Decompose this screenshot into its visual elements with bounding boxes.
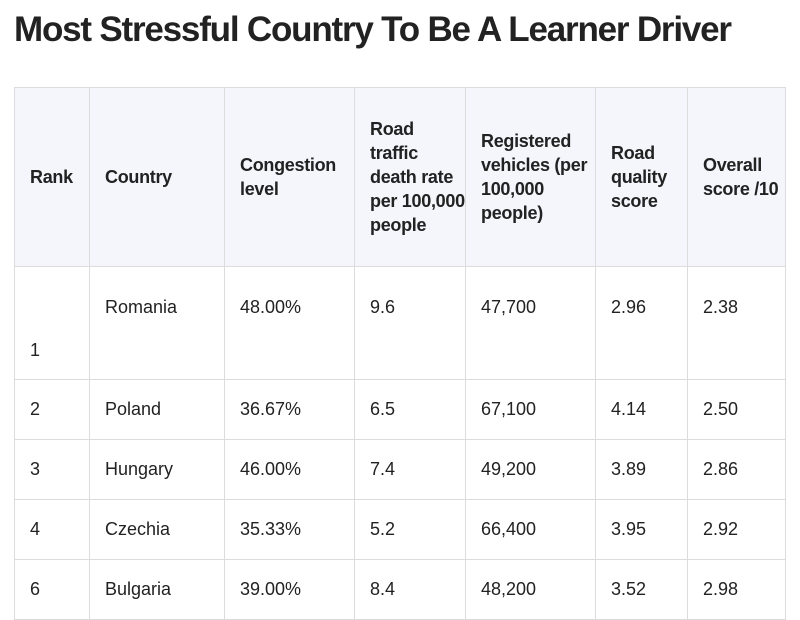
overall-cell: 2.38 xyxy=(687,266,786,380)
table-row: 2 Poland 36.67% 6.5 67,100 4.14 2.50 xyxy=(14,379,786,440)
death-rate-cell: 9.6 xyxy=(354,266,466,380)
header-vehicles: Registered vehicles (per 100,000 people) xyxy=(465,87,596,267)
vehicles-cell: 47,700 xyxy=(465,266,596,380)
death-rate-cell: 6.5 xyxy=(354,379,466,440)
table-header-row: Rank Country Congestion level Road traff… xyxy=(14,87,786,267)
header-country: Country xyxy=(89,87,225,267)
country-cell: Romania xyxy=(89,266,225,380)
death-rate-cell: 8.4 xyxy=(354,559,466,620)
header-rank: Rank xyxy=(14,87,90,267)
header-death-rate: Road traffic death rate per 100,000 peop… xyxy=(354,87,466,267)
header-death-rate-label: Road traffic death rate per 100,000 peop… xyxy=(370,119,465,235)
table-row: 6 Bulgaria 39.00% 8.4 48,200 3.52 2.98 xyxy=(14,559,786,620)
header-country-label: Country xyxy=(105,167,172,187)
vehicles-cell: 48,200 xyxy=(465,559,596,620)
rank-cell: 4 xyxy=(14,499,90,560)
header-rank-label: Rank xyxy=(30,167,73,187)
vehicles-cell: 49,200 xyxy=(465,439,596,500)
page-title: Most Stressful Country To Be A Learner D… xyxy=(14,10,732,49)
rank-cell: 2 xyxy=(14,379,90,440)
table-row: 4 Czechia 35.33% 5.2 66,400 3.95 2.92 xyxy=(14,499,786,560)
country-cell: Bulgaria xyxy=(89,559,225,620)
rank-cell: 3 xyxy=(14,439,90,500)
vehicles-cell: 66,400 xyxy=(465,499,596,560)
rank-cell: 6 xyxy=(14,559,90,620)
overall-cell: 2.92 xyxy=(687,499,786,560)
overall-cell: 2.98 xyxy=(687,559,786,620)
vehicles-cell: 67,100 xyxy=(465,379,596,440)
table-row: 3 Hungary 46.00% 7.4 49,200 3.89 2.86 xyxy=(14,439,786,500)
country-cell: Czechia xyxy=(89,499,225,560)
rank-cell: 1 xyxy=(14,266,90,380)
table-row: 1 Romania 48.00% 9.6 47,700 2.96 2.38 xyxy=(14,266,786,380)
congestion-cell: 48.00% xyxy=(224,266,355,380)
overall-cell: 2.50 xyxy=(687,379,786,440)
congestion-cell: 35.33% xyxy=(224,499,355,560)
header-congestion: Congestion level xyxy=(224,87,355,267)
overall-cell: 2.86 xyxy=(687,439,786,500)
road-quality-cell: 3.95 xyxy=(595,499,688,560)
header-overall-label: Overall score /10 xyxy=(703,155,779,199)
congestion-cell: 36.67% xyxy=(224,379,355,440)
header-congestion-label: Congestion level xyxy=(240,155,336,199)
header-overall: Overall score /10 xyxy=(687,87,786,267)
ranking-table: Rank Country Congestion level Road traff… xyxy=(14,87,786,620)
road-quality-cell: 3.52 xyxy=(595,559,688,620)
country-cell: Hungary xyxy=(89,439,225,500)
road-quality-cell: 2.96 xyxy=(595,266,688,380)
death-rate-cell: 7.4 xyxy=(354,439,466,500)
header-road-quality: Road quality score xyxy=(595,87,688,267)
country-cell: Poland xyxy=(89,379,225,440)
header-vehicles-label: Registered vehicles (per 100,000 people) xyxy=(481,131,588,223)
congestion-cell: 46.00% xyxy=(224,439,355,500)
header-road-quality-label: Road quality score xyxy=(611,143,667,211)
road-quality-cell: 4.14 xyxy=(595,379,688,440)
death-rate-cell: 5.2 xyxy=(354,499,466,560)
congestion-cell: 39.00% xyxy=(224,559,355,620)
road-quality-cell: 3.89 xyxy=(595,439,688,500)
